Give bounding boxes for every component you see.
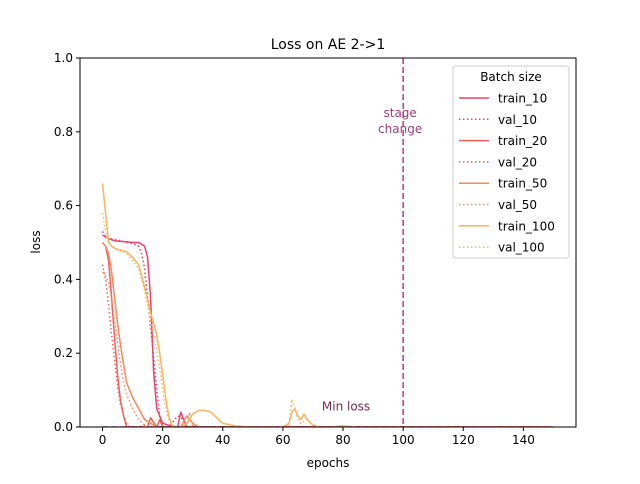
x-tick-label: 20 xyxy=(155,433,170,447)
annotation: stage change xyxy=(378,106,422,136)
series-line-val_20 xyxy=(101,264,554,427)
x-tick-label: 80 xyxy=(335,433,350,447)
x-tick-label: 120 xyxy=(452,433,475,447)
x-tick-label: 40 xyxy=(215,433,230,447)
legend-items: train_10 val_10 train_20 val_20 train_50 val_… xyxy=(459,92,555,255)
annotation-line: change xyxy=(378,122,422,136)
x-tick-label: 140 xyxy=(512,433,535,447)
plot-area xyxy=(101,58,554,427)
legend-label: train_20 xyxy=(498,134,547,148)
legend-label: train_10 xyxy=(498,92,547,106)
chart-title: Loss on AE 2->1 xyxy=(271,37,386,53)
y-tick-label: 0.8 xyxy=(54,125,73,139)
y-tick-label: 0.4 xyxy=(54,272,73,286)
legend-title: Batch size xyxy=(480,70,542,84)
legend-label: val_10 xyxy=(498,113,537,127)
legend-box xyxy=(452,65,570,259)
legend-label: train_100 xyxy=(498,219,555,233)
legend-label: val_50 xyxy=(498,198,537,212)
legend-label: val_100 xyxy=(498,241,545,255)
annotations: stage change Min loss xyxy=(322,106,422,413)
series-line-train_20 xyxy=(101,242,554,427)
series-line-val_10 xyxy=(101,231,554,427)
plot-frame xyxy=(79,57,577,428)
y-axis-label: loss xyxy=(29,230,43,253)
x-axis: 0 20 40 60 80 100 120 140 xyxy=(99,427,535,447)
y-tick-label: 1.0 xyxy=(54,51,73,65)
y-tick-label: 0.2 xyxy=(54,346,73,360)
legend: Batch size train_10val_10train_20val_20t… xyxy=(452,65,570,259)
annotation-line: Min loss xyxy=(322,399,370,413)
annotation-line: stage xyxy=(383,106,416,120)
y-tick-label: 0.0 xyxy=(54,420,73,434)
series-line-val_100 xyxy=(101,212,554,427)
series-line-train_50 xyxy=(101,242,554,427)
series-line-train_10 xyxy=(102,234,554,427)
legend-label: train_50 xyxy=(498,177,547,191)
x-tick-label: 100 xyxy=(392,433,415,447)
x-axis-label: epochs xyxy=(307,456,350,470)
legend-label: val_20 xyxy=(498,155,537,169)
x-tick-label: 0 xyxy=(99,433,107,447)
y-tick-label: 0.6 xyxy=(54,199,73,213)
y-axis: 0.0 0.2 0.4 0.6 0.8 1.0 xyxy=(54,51,80,434)
x-tick-label: 60 xyxy=(275,433,290,447)
annotation: Min loss xyxy=(322,399,370,413)
series-line-train_100 xyxy=(101,183,554,427)
